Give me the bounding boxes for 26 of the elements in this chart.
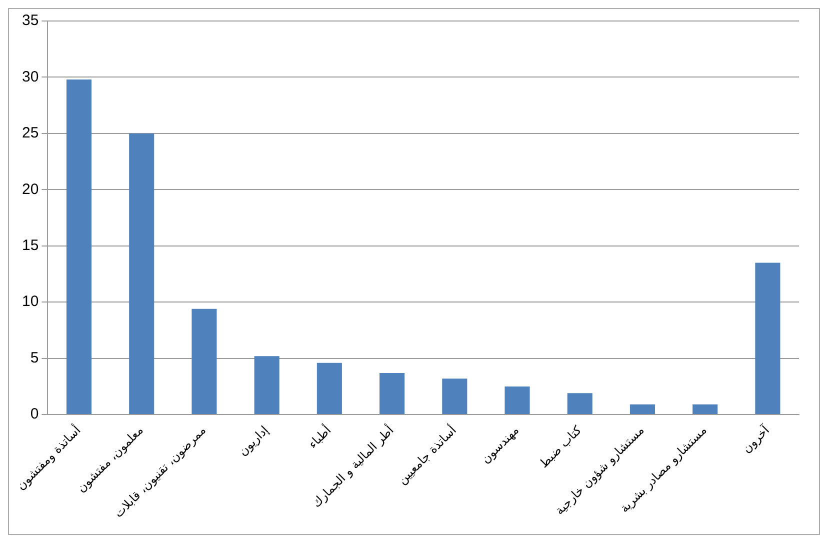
bar bbox=[316, 362, 342, 414]
bar bbox=[129, 133, 154, 414]
bar bbox=[442, 378, 468, 414]
y-tick-label: 15 bbox=[22, 237, 39, 254]
x-tick-label: أطباء bbox=[304, 422, 334, 452]
y-tick-label: 25 bbox=[22, 124, 39, 142]
y-tick-label: 35 bbox=[22, 12, 39, 30]
bar bbox=[66, 79, 92, 414]
y-tick-label: 10 bbox=[22, 293, 39, 310]
y-tick-label: 30 bbox=[22, 68, 39, 86]
bar bbox=[692, 404, 718, 414]
y-tick-label: 0 bbox=[30, 406, 39, 423]
bar bbox=[380, 372, 405, 414]
x-tick-label: أساتذة جامعيين bbox=[394, 422, 459, 488]
x-tick-label: آخرون bbox=[738, 422, 772, 456]
y-tick-label: 5 bbox=[30, 349, 39, 366]
bar bbox=[504, 386, 530, 414]
bar bbox=[755, 262, 780, 414]
bar bbox=[567, 393, 592, 414]
y-tick-label: 20 bbox=[22, 180, 39, 198]
bar bbox=[630, 404, 655, 414]
bar bbox=[192, 308, 217, 414]
bar bbox=[254, 356, 280, 414]
x-tick-label: إداريون bbox=[236, 423, 272, 459]
x-tick-label: مهندسون bbox=[478, 423, 522, 466]
x-tick-label: كتاب ضبط bbox=[536, 422, 584, 471]
